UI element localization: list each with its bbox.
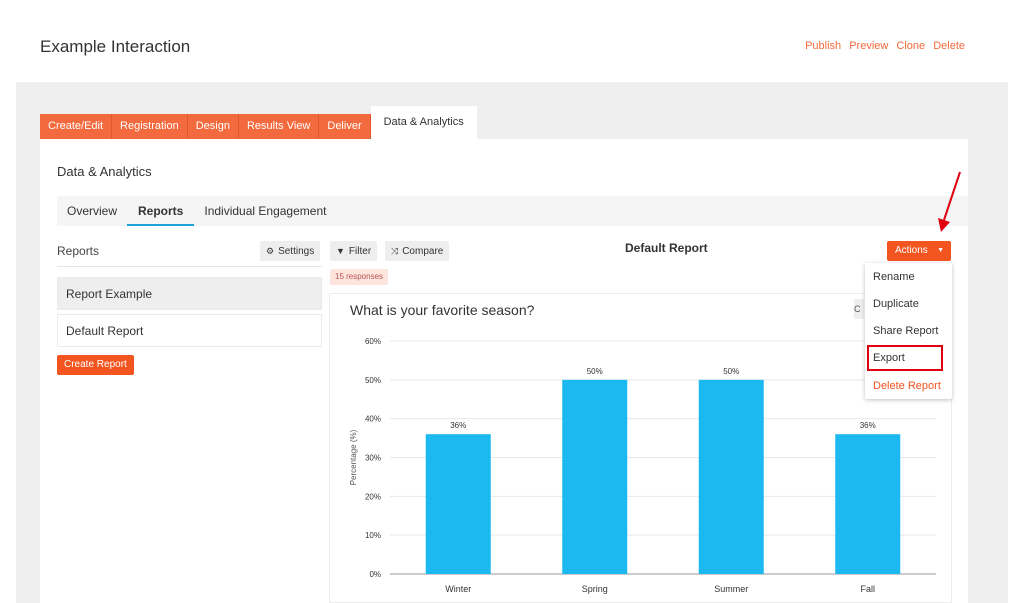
x-tick-label: Winter [445, 584, 471, 594]
y-tick-label: 30% [365, 454, 381, 463]
y-tick-label: 20% [365, 492, 381, 501]
bar-value-label: 50% [723, 367, 739, 376]
actions-label: Actions [895, 245, 928, 256]
bar-value-label: 36% [450, 421, 466, 430]
analytics-panel: Data & Analytics Overview Reports Indivi… [40, 139, 968, 603]
red-arrow-annotation [938, 171, 961, 232]
subtabs: Overview Reports Individual Engagement [57, 196, 968, 226]
chart-question: What is your favorite season? [350, 302, 535, 318]
subtab-reports[interactable]: Reports [127, 196, 195, 226]
delete-link[interactable]: Delete [933, 40, 965, 52]
menu-item-delete-report[interactable]: Delete Report [873, 380, 941, 392]
report-item-default-report[interactable]: Default Report [57, 314, 322, 347]
y-axis-label: Percentage (%) [349, 429, 358, 485]
compare-label: Compare [402, 246, 444, 257]
tab-data-analytics[interactable]: Data & Analytics [370, 106, 477, 139]
menu-item-share-report[interactable]: Share Report [873, 325, 939, 337]
subtab-individual-engagement[interactable]: Individual Engagement [204, 204, 327, 218]
compare-button[interactable]: ⤨ Compare [385, 241, 450, 261]
x-tick-label: Summer [714, 584, 748, 594]
report-item-report-example[interactable]: Report Example [57, 277, 322, 310]
bar-fall [835, 434, 901, 574]
publish-link[interactable]: Publish [805, 40, 842, 52]
chart-options-button[interactable]: C [854, 299, 864, 319]
x-tick-label: Spring [582, 584, 608, 594]
shuffle-icon: ⤨ [391, 246, 399, 256]
y-tick-label: 50% [365, 376, 381, 385]
header-links: Publish Preview Clone Delete [800, 40, 965, 52]
tab-results-view[interactable]: Results View [238, 114, 320, 139]
bar-value-label: 50% [587, 367, 603, 376]
bar-winter [425, 434, 491, 574]
bar-chart: 0% 10% 20% 30% 40% 50% 60% Percentage (%) 36% Win… [349, 337, 936, 594]
tab-registration[interactable]: Registration [112, 114, 188, 139]
top-bar: Example Interaction Publish Preview Clon… [0, 0, 1024, 82]
clone-link[interactable]: Clone [896, 40, 926, 52]
subtab-overview[interactable]: Overview [67, 204, 118, 218]
actions-button[interactable]: Actions ▼ [887, 241, 951, 261]
y-tick-label: 0% [369, 570, 381, 579]
tab-deliver[interactable]: Deliver [319, 114, 371, 139]
actions-menu: Rename Duplicate Share Report Export Del… [865, 263, 952, 399]
settings-label: Settings [278, 246, 315, 257]
gear-icon: ⚙ [266, 246, 275, 256]
panel-title: Data & Analytics [57, 164, 152, 179]
filter-icon: ▼ [336, 246, 345, 256]
caret-down-icon: ▼ [937, 247, 944, 254]
bar-summer [698, 379, 764, 574]
bar-value-label: 36% [860, 421, 876, 430]
report-title: Default Report [625, 241, 708, 255]
responses-badge: 15 responses [330, 269, 389, 285]
reports-label: Reports [57, 244, 100, 258]
tab-create-edit[interactable]: Create/Edit [40, 114, 113, 139]
preview-link[interactable]: Preview [849, 40, 889, 52]
page-title: Example Interaction [40, 37, 191, 56]
export-highlight-box [867, 345, 943, 371]
tab-design[interactable]: Design [187, 114, 239, 139]
menu-item-rename[interactable]: Rename [873, 271, 915, 283]
y-tick-label: 60% [365, 337, 381, 346]
bar-spring [562, 379, 628, 574]
filter-label: Filter [348, 246, 372, 257]
main-tabs: Create/Edit Registration Design Results … [40, 106, 477, 139]
y-tick-label: 10% [365, 531, 381, 540]
chart-card: What is your favorite season? C 0% 10% 20%… [329, 293, 952, 603]
filter-button[interactable]: ▼ Filter [330, 241, 378, 261]
menu-item-export[interactable]: Export [873, 352, 905, 364]
y-tick-label: 40% [365, 415, 381, 424]
create-report-button[interactable]: Create Report [57, 355, 134, 375]
sidebar-divider [57, 266, 322, 267]
menu-item-duplicate[interactable]: Duplicate [873, 298, 919, 310]
x-tick-label: Fall [860, 584, 875, 594]
settings-button[interactable]: ⚙ Settings [260, 241, 321, 261]
